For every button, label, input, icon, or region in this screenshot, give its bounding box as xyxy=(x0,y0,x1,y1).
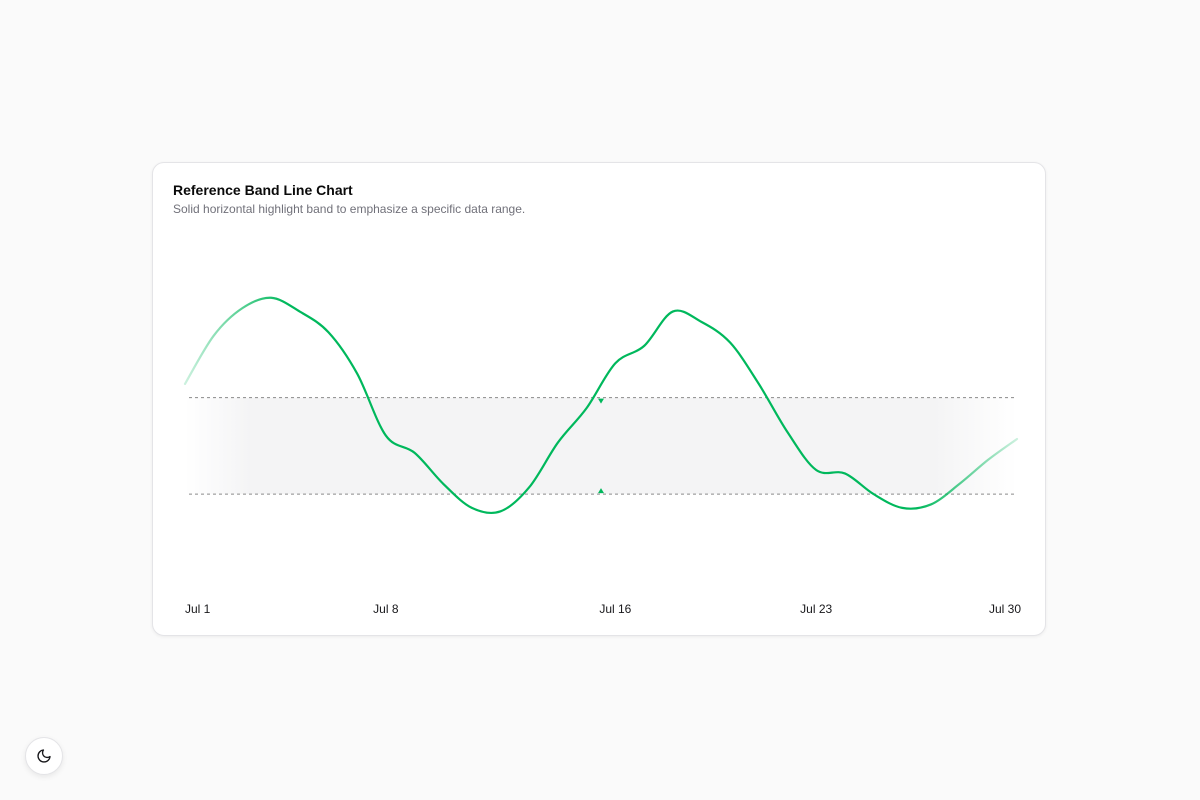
theme-toggle-button[interactable] xyxy=(25,737,63,775)
band-upper-marker xyxy=(598,398,604,404)
x-tick-label: Jul 1 xyxy=(185,602,211,616)
x-tick-label: Jul 30 xyxy=(989,602,1021,616)
reference-band xyxy=(185,397,1017,495)
chart-title: Reference Band Line Chart xyxy=(173,182,353,198)
x-tick-label: Jul 8 xyxy=(373,602,399,616)
x-tick-label: Jul 23 xyxy=(800,602,832,616)
chart-subtitle: Solid horizontal highlight band to empha… xyxy=(173,202,526,216)
moon-icon xyxy=(37,749,51,763)
line-chart: Jul 1 Jul 8 Jul 16 Jul 23 Jul 30 xyxy=(183,296,1021,616)
x-tick-label: Jul 16 xyxy=(599,602,631,616)
series-line xyxy=(183,296,1019,515)
chart-card: Reference Band Line Chart Solid horizont… xyxy=(152,162,1046,636)
band-lower-marker xyxy=(598,488,604,494)
